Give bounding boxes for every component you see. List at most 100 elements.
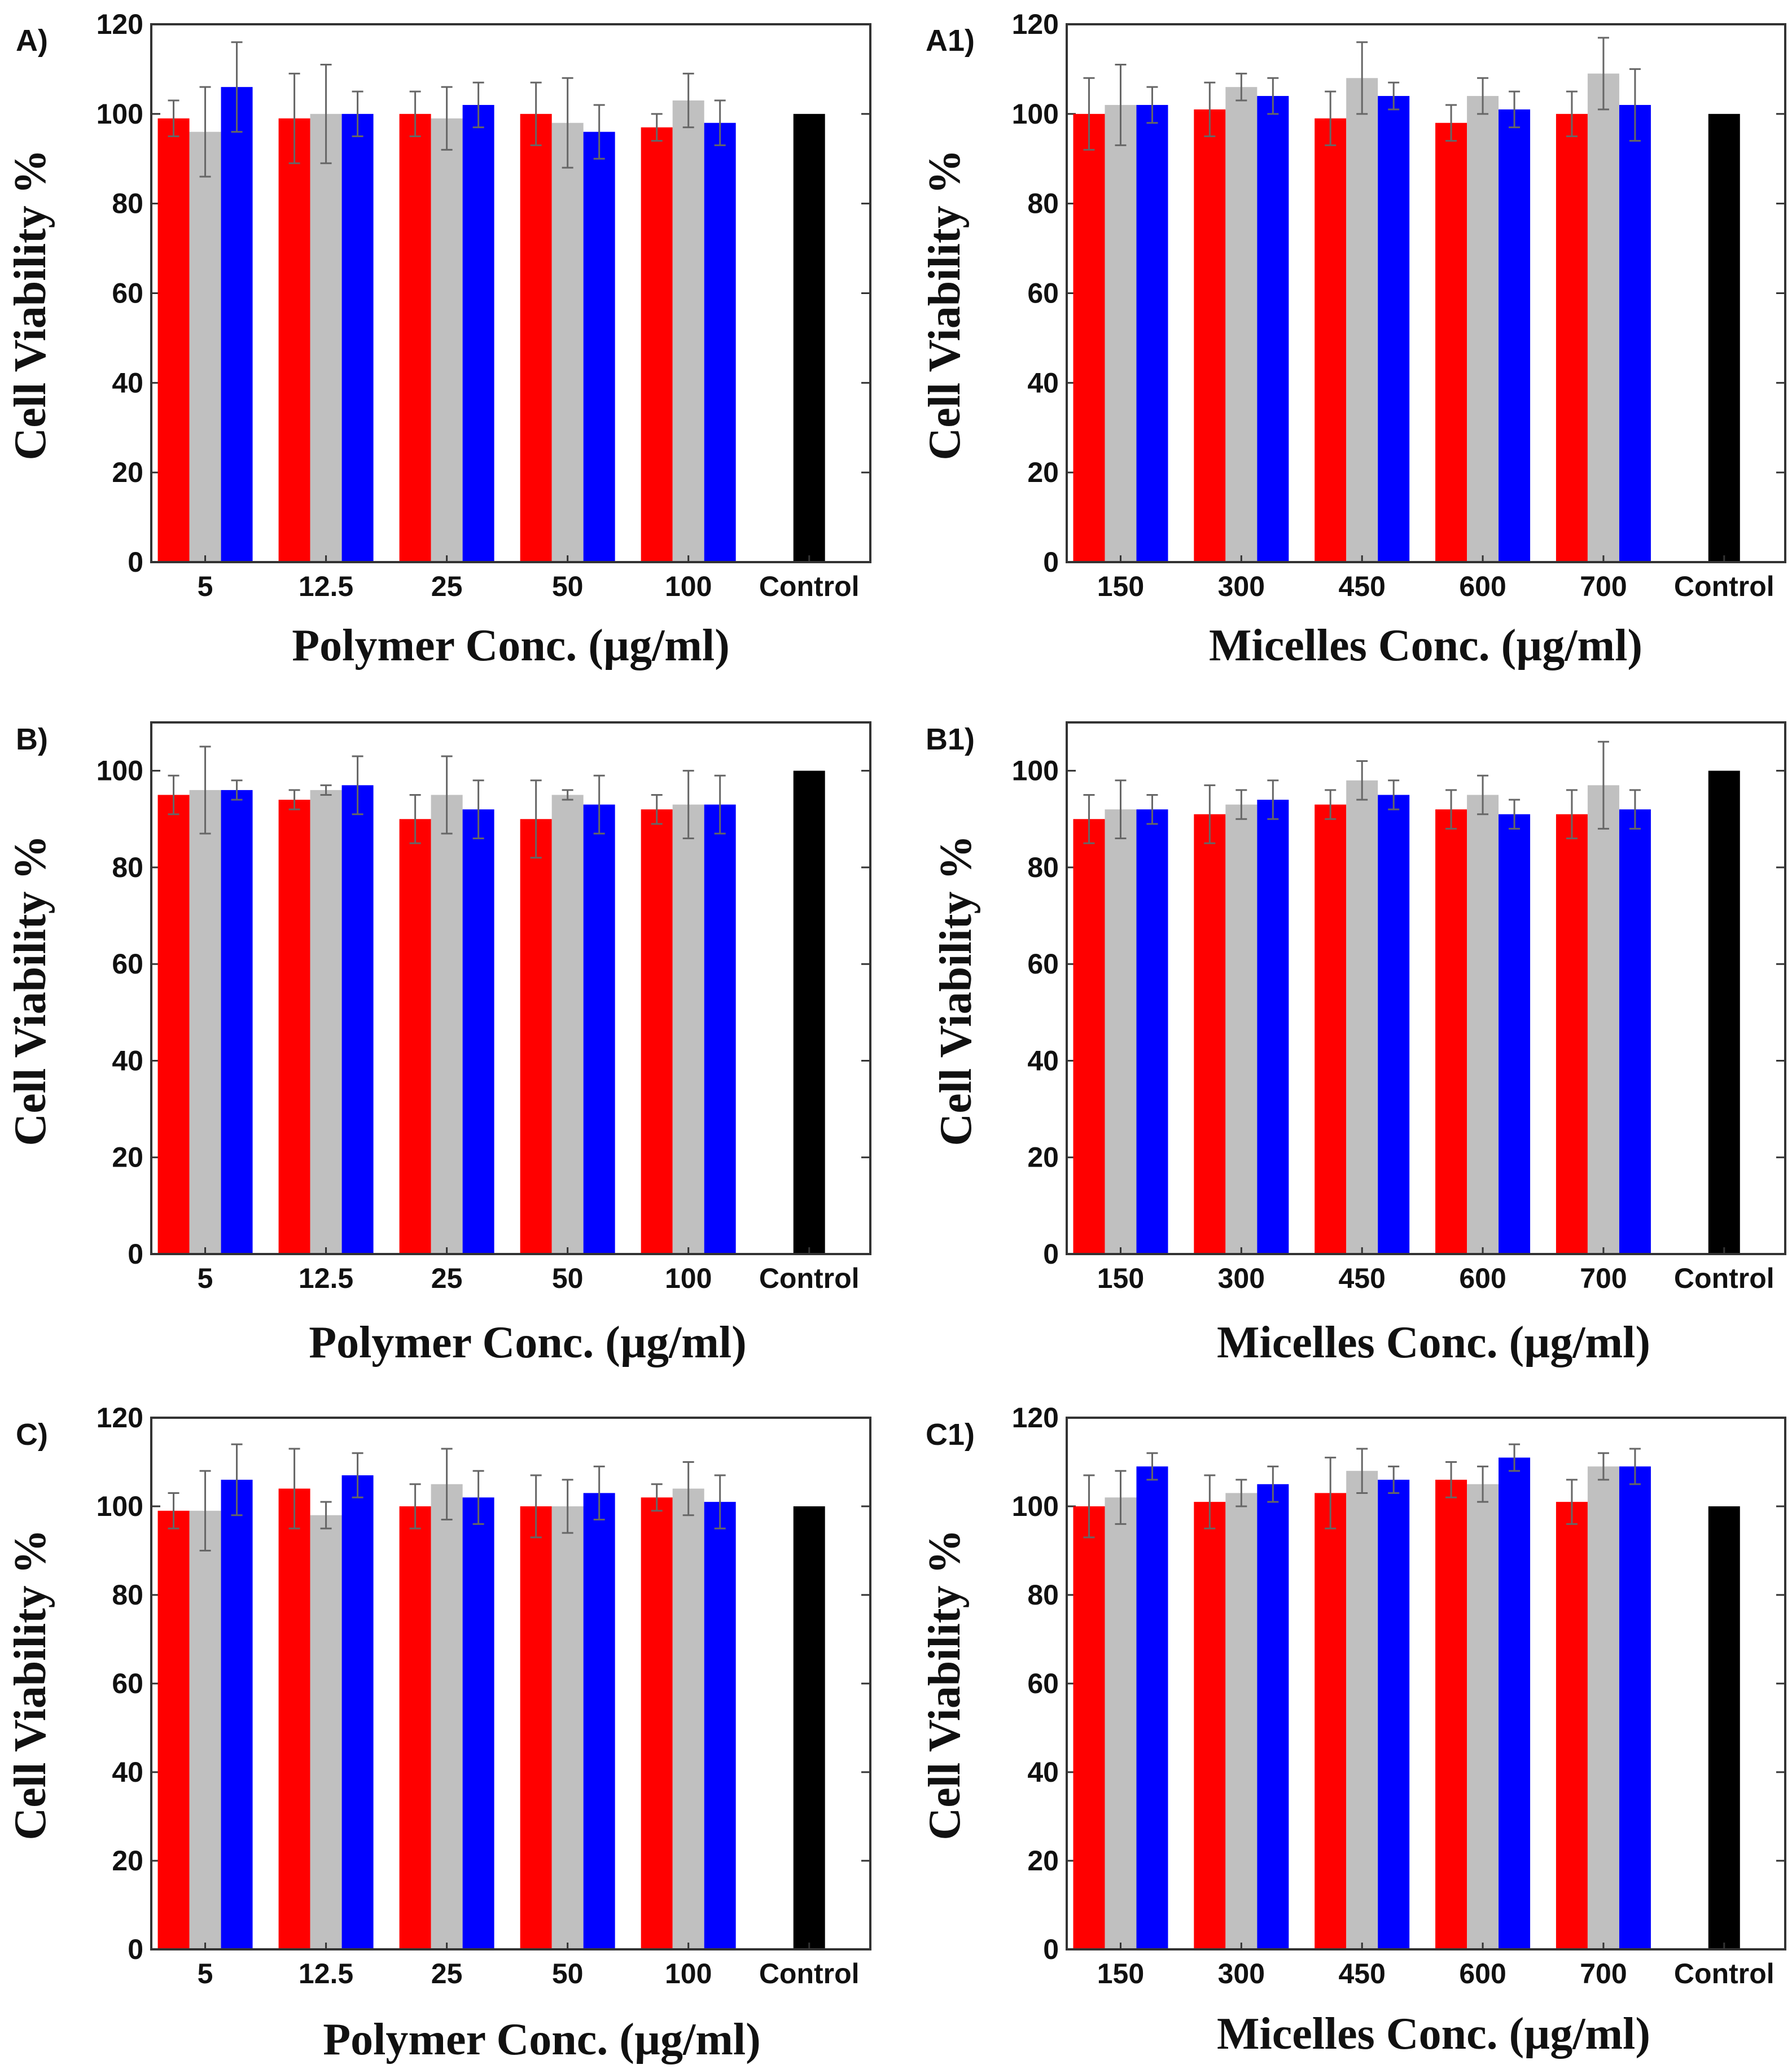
y-tick-label: 0 [1043,546,1059,578]
bar-red-1 [1194,814,1226,1254]
x-tick-label: 5 [198,1263,213,1294]
x-tick-label: 25 [431,1263,463,1294]
y-tick-label: 20 [1027,1142,1059,1173]
bar-gray-1 [1225,87,1258,562]
panel-label: B) [16,722,48,756]
bar-red-1 [278,1488,310,1949]
y-tick-label: 120 [1012,8,1059,40]
bar-blue-0 [1136,809,1168,1254]
plot-frame [1066,1417,1786,1950]
y-tick-label: 40 [112,1045,143,1076]
bar-blue-2 [462,104,494,562]
bar-control [1708,1506,1740,1949]
chart-panel-5: C1) 0 20 40 60 80 100 120 150 300 450 600 700 Control… [920,1402,1786,2059]
bar-control [793,113,825,563]
bar-gray-1 [310,113,342,563]
bar-blue-2 [462,809,494,1254]
bar-blue-1 [341,113,374,563]
bar-blue-1 [341,785,374,1254]
y-tick-label: 100 [97,98,143,130]
x-tick-label: 300 [1218,571,1265,602]
y-tick-label: 60 [1027,1668,1059,1699]
x-tick-label: 300 [1218,1958,1265,1989]
chart-panel-4: C) 0 20 40 60 80 100 120 5 12.5 25 50 100 Control Cell… [6,1402,871,2064]
bar-blue-3 [583,131,615,563]
y-tick-label: 20 [112,457,143,488]
bar-blue-0 [221,790,253,1254]
bar-red-0 [157,1510,190,1949]
y-tick-label: 0 [1043,1238,1059,1270]
chart-panel-2: B) 0 20 40 60 80 100 5 12.5 25 50 100 Control Cell Vi… [6,721,871,1367]
y-axis-title: Cell Viability % [6,149,55,460]
bar-red-1 [1194,1502,1226,1949]
bar-control [1708,113,1740,563]
x-axis-title: Polymer Conc. (µg/ml) [292,621,730,670]
x-tick-label: Control [759,571,860,602]
bar-gray-3 [551,122,584,562]
y-axis-title: Cell Viability % [920,149,970,460]
y-tick-label: 60 [112,1668,143,1699]
bar-control [1708,770,1740,1254]
x-tick-label: 700 [1580,1263,1627,1294]
bar-blue-3 [583,1493,615,1949]
y-axis-title: Cell Viability % [931,835,981,1146]
bar-red-2 [1315,118,1347,562]
y-tick-label: 60 [1027,278,1059,309]
y-tick-label: 120 [1012,1402,1059,1434]
bar-gray-4 [672,804,704,1254]
bar-gray-4 [672,1488,704,1949]
bar-red-2 [1315,804,1347,1254]
y-tick-label: 40 [1027,367,1059,398]
bar-gray-4 [1587,785,1619,1254]
y-tick-label: 40 [112,1756,143,1788]
bar-gray-1 [310,1515,342,1949]
chart-panel-0: A) 0 20 40 60 80 100 120 5 12.5 25 50 100 Control Cell… [6,8,871,670]
bar-red-4 [1556,113,1588,563]
bar-gray-3 [1467,1484,1499,1949]
bar-control [793,1506,825,1949]
y-tick-label: 60 [112,948,143,980]
y-tick-label: 80 [112,1579,143,1611]
plot-frame [150,1417,871,1950]
plot-frame [150,721,871,1255]
bar-blue-2 [1378,1479,1410,1949]
bar-gray-2 [431,1484,463,1949]
bar-gray-4 [1587,73,1619,562]
x-tick-label: Control [1674,1263,1775,1294]
bar-red-2 [399,819,431,1254]
y-tick-label: 60 [1027,948,1059,980]
y-axis-title: Cell Viability % [920,1529,970,1840]
plot-frame [1066,721,1786,1255]
bar-red-1 [278,118,310,562]
bar-gray-2 [1346,780,1378,1254]
y-tick-label: 80 [1027,852,1059,883]
y-tick-label: 100 [1012,98,1059,130]
x-tick-label: 450 [1338,1263,1385,1294]
x-tick-label: 12.5 [299,1263,353,1294]
chart-panel-3: B1) 0 20 40 60 80 100 150 300 450 600 700 Control Cel… [926,721,1786,1367]
x-tick-label: 12.5 [299,571,353,602]
bar-red-3 [1435,1479,1467,1949]
bar-red-0 [1073,1506,1105,1949]
bar-blue-0 [221,87,253,562]
bar-red-0 [1073,113,1105,563]
bar-gray-4 [672,100,704,563]
y-tick-label: 80 [112,852,143,883]
x-axis-title: Micelles Conc. (µg/ml) [1217,2009,1650,2059]
x-axis-title: Micelles Conc. (µg/ml) [1209,621,1642,670]
x-tick-label: 5 [198,571,213,602]
bar-blue-2 [1378,96,1410,563]
bar-red-2 [1315,1493,1347,1949]
bar-gray-0 [1105,809,1137,1254]
x-tick-label: 600 [1459,1263,1506,1294]
bar-gray-1 [310,790,342,1254]
bar-blue-2 [462,1497,494,1949]
y-tick-label: 60 [112,278,143,309]
x-axis-title: Micelles Conc. (µg/ml) [1217,1318,1650,1367]
x-tick-label: 50 [552,571,584,602]
bar-blue-3 [1499,814,1531,1254]
bar-red-3 [520,113,552,563]
bar-blue-0 [1136,104,1168,562]
x-tick-label: 50 [552,1958,584,1989]
